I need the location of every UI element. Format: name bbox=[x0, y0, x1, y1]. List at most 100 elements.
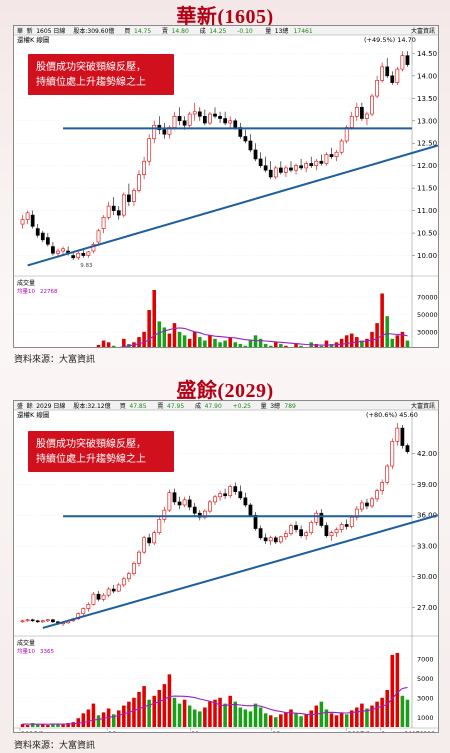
candle-up bbox=[339, 524, 344, 530]
info-bar-item: 量 bbox=[265, 28, 271, 35]
volume-bar bbox=[319, 345, 324, 347]
candle-up bbox=[132, 190, 136, 202]
volume-bar bbox=[274, 342, 278, 347]
candle-down bbox=[81, 252, 86, 256]
price-tick-label: 10.50 bbox=[417, 230, 437, 238]
volume-bar bbox=[284, 345, 288, 347]
price-tick-label: 11.00 bbox=[417, 207, 437, 215]
price-tick-label: 30.00 bbox=[417, 573, 437, 581]
volume-bar bbox=[395, 652, 400, 727]
volume-bar bbox=[106, 342, 111, 347]
volume-bar bbox=[228, 337, 232, 347]
volume-bar bbox=[405, 699, 410, 727]
candle-up bbox=[400, 55, 405, 70]
info-bar-item: 成 bbox=[200, 27, 206, 35]
volume-bar bbox=[198, 337, 202, 347]
candle-down bbox=[197, 111, 202, 117]
candle-up bbox=[116, 584, 121, 592]
candle-up bbox=[304, 532, 309, 537]
volume-bar bbox=[279, 714, 283, 727]
volume-bar bbox=[344, 335, 349, 347]
info-bar-item: 股本:32.12億 bbox=[73, 402, 110, 410]
candle-down bbox=[294, 525, 298, 530]
volume-tick-label: 70000 bbox=[417, 293, 438, 301]
volume-bar bbox=[329, 344, 334, 347]
volume-bar bbox=[304, 714, 308, 727]
candle-up bbox=[162, 509, 167, 520]
candle-up bbox=[172, 115, 177, 128]
volume-bar bbox=[243, 709, 248, 727]
candle-up bbox=[294, 165, 298, 171]
volume-bar bbox=[223, 703, 227, 727]
candle-down bbox=[405, 55, 410, 65]
volume-bar bbox=[284, 712, 288, 727]
candle-down bbox=[177, 501, 182, 506]
volume-bar bbox=[137, 691, 141, 727]
candle-down bbox=[273, 537, 278, 543]
date-label: 2016/9 bbox=[21, 730, 44, 732]
candle-up bbox=[76, 252, 81, 259]
candle-up bbox=[304, 163, 309, 169]
annotation-callout: 股價成功突破頸線反壓， 持續位處上升趨勢線之上 bbox=[28, 431, 174, 472]
candle-up bbox=[360, 502, 364, 510]
candle-down bbox=[203, 115, 207, 124]
candle-down bbox=[187, 499, 192, 508]
volume-bar bbox=[370, 705, 374, 727]
candle-down bbox=[319, 512, 324, 526]
info-bar-item: 14.25 bbox=[209, 28, 226, 35]
price-tick-label: 14.50 bbox=[417, 50, 437, 58]
volume-bar bbox=[162, 684, 167, 727]
candlestick-chart: 盛餘 2029 日線 股本:32.12億 買 47.85 賣 47.95 成 47.90 +0.2… bbox=[14, 401, 438, 732]
volume-bar bbox=[152, 290, 156, 347]
volume-bar bbox=[96, 344, 101, 347]
price-tick-label: 39.00 bbox=[417, 481, 437, 489]
volume-bar bbox=[198, 711, 202, 727]
annotation-box bbox=[28, 54, 174, 95]
candle-up bbox=[167, 492, 172, 511]
annotation-text: 持續位處上升趨勢線之上 bbox=[36, 75, 146, 88]
candle-down bbox=[127, 194, 131, 202]
source-label: 資料來源：大富資訊 bbox=[14, 355, 96, 365]
ma-label: 均量10 bbox=[17, 647, 35, 655]
candle-down bbox=[35, 228, 40, 236]
candle-down bbox=[385, 66, 390, 77]
date-label: 10 bbox=[108, 730, 116, 732]
info-bar-item: 成 bbox=[195, 402, 201, 410]
price-tick-label: 27.00 bbox=[417, 604, 437, 612]
info-bar-item: 賣 bbox=[162, 27, 168, 35]
candle-up bbox=[349, 115, 354, 128]
candle-down bbox=[96, 593, 101, 600]
volume-bar bbox=[339, 712, 344, 727]
volume-bar bbox=[111, 714, 116, 727]
volume-bar bbox=[294, 713, 298, 727]
candle-up bbox=[228, 486, 233, 497]
candle-up bbox=[203, 510, 207, 518]
candle-up bbox=[182, 499, 187, 506]
volume-tick-label: 10000 bbox=[417, 346, 438, 347]
volume-bar bbox=[56, 724, 60, 727]
candle-down bbox=[299, 529, 303, 537]
volume-bar bbox=[238, 344, 243, 347]
volume-bar bbox=[248, 711, 253, 727]
candle-up bbox=[20, 620, 25, 623]
volume-bar bbox=[25, 725, 30, 727]
volume-bar bbox=[274, 717, 278, 727]
volume-bar bbox=[395, 335, 400, 347]
candle-up bbox=[147, 138, 152, 162]
info-bar-item: 買 bbox=[120, 403, 126, 410]
volume-bar bbox=[380, 293, 384, 347]
date-label: 2 bbox=[381, 730, 385, 732]
volume-bar bbox=[208, 335, 212, 347]
candle-up bbox=[106, 588, 111, 596]
candle-up bbox=[152, 124, 157, 140]
candle-down bbox=[253, 149, 258, 160]
candle-up bbox=[106, 205, 111, 218]
candle-down bbox=[197, 512, 202, 518]
volume-tick-label: 3000 bbox=[417, 694, 434, 702]
percent-change-label: (+49.5%) 14.70 bbox=[364, 36, 416, 44]
volume-bar bbox=[157, 321, 162, 347]
candle-up bbox=[284, 167, 288, 173]
candle-up bbox=[334, 151, 339, 158]
volume-bar bbox=[329, 713, 334, 727]
info-bar-text: 華新 1605 日線 股本:309.60億 買 14.75 賣 14.80 成 14.25 -0.… bbox=[17, 27, 313, 35]
